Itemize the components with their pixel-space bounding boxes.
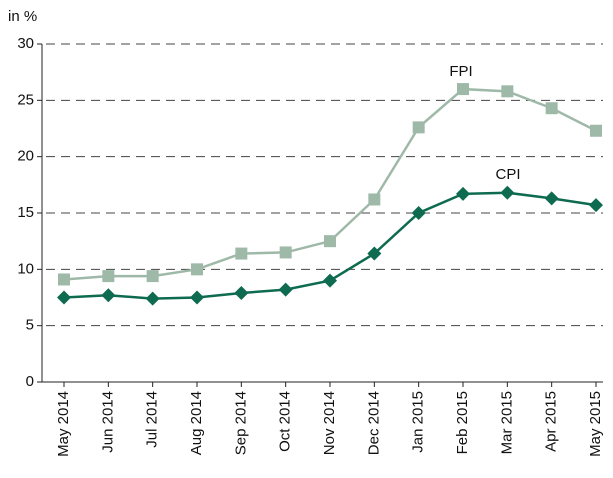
- marker: [278, 282, 293, 297]
- marker: [102, 270, 115, 283]
- marker: [57, 290, 71, 305]
- x-tick-label: Mar 2015: [498, 391, 515, 454]
- marker: [323, 273, 337, 288]
- y-axis-label: in %: [8, 8, 37, 25]
- y-tick-label: 15: [17, 204, 34, 221]
- marker: [500, 185, 515, 200]
- marker: [367, 246, 382, 261]
- x-tick-label: Oct 2014: [277, 391, 294, 452]
- y-tick-label: 20: [17, 148, 34, 165]
- marker: [589, 198, 603, 213]
- marker: [58, 273, 70, 286]
- y-tick-label: 10: [17, 260, 34, 277]
- marker: [501, 85, 514, 98]
- marker: [456, 186, 470, 201]
- marker: [412, 121, 425, 134]
- marker: [545, 102, 558, 115]
- marker: [544, 191, 559, 206]
- x-tick-label: Jul 2014: [144, 391, 161, 448]
- y-tick-label: 5: [26, 317, 34, 334]
- x-tick-label: Jun 2014: [99, 391, 116, 453]
- series-line: [63, 87, 597, 281]
- series-label: FPI: [449, 63, 472, 80]
- x-tick-label: Aug 2014: [188, 391, 205, 455]
- x-tick-label: May 2015: [587, 391, 604, 457]
- marker: [145, 291, 160, 306]
- y-tick-label: 0: [26, 373, 34, 390]
- x-tick-label: Dec 2014: [365, 391, 382, 455]
- x-tick-label: Nov 2014: [321, 391, 338, 455]
- marker: [101, 288, 116, 303]
- marker: [411, 206, 426, 220]
- marker: [279, 246, 292, 259]
- marker: [368, 193, 381, 206]
- series-label: CPI: [495, 166, 520, 183]
- x-tick-label: Jan 2015: [410, 391, 427, 453]
- marker: [457, 83, 469, 96]
- marker: [324, 235, 336, 248]
- marker: [234, 285, 249, 300]
- x-tick-label: Apr 2015: [543, 391, 560, 452]
- marker: [191, 263, 203, 276]
- y-tick-label: 25: [17, 91, 34, 108]
- x-tick-label: Sep 2014: [232, 391, 249, 455]
- marker: [235, 247, 248, 260]
- x-tick-label: Feb 2015: [454, 391, 471, 454]
- marker: [146, 270, 159, 283]
- y-tick-label: 30: [17, 35, 34, 52]
- marker: [190, 290, 204, 305]
- x-tick-label: May 2014: [55, 391, 72, 457]
- marker: [590, 124, 602, 137]
